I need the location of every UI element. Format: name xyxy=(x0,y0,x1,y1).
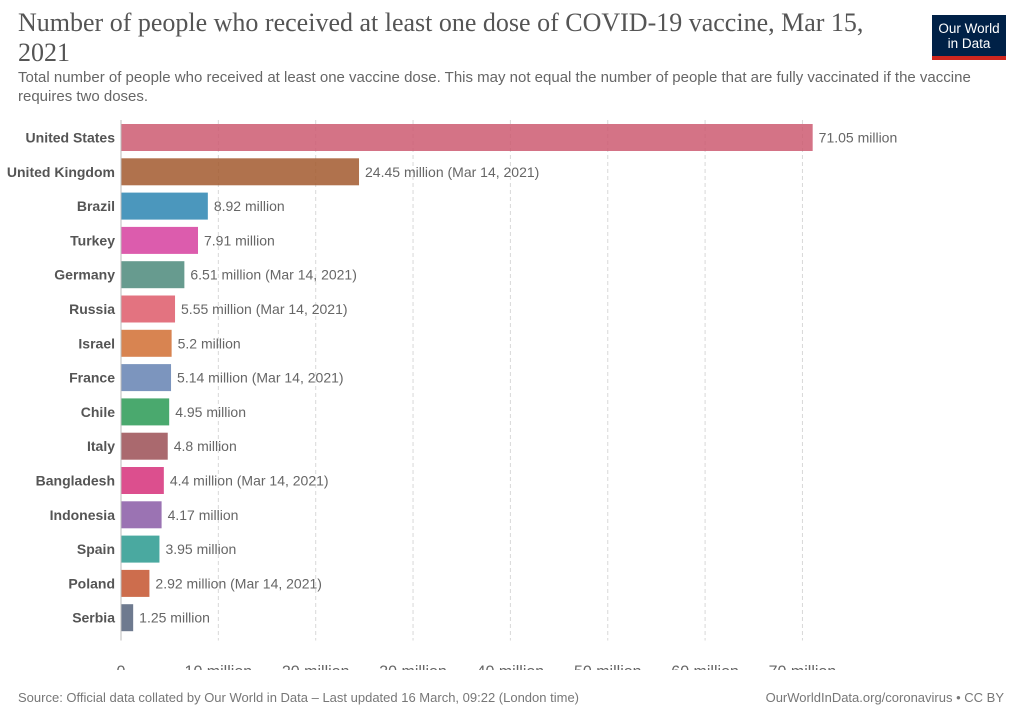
bar[interactable] xyxy=(121,158,360,186)
category-label: Spain xyxy=(77,541,115,557)
bar[interactable] xyxy=(121,226,199,254)
x-tick-label: 40 million xyxy=(477,664,545,671)
x-tick-label: 10 million xyxy=(185,664,253,671)
bar[interactable] xyxy=(121,124,813,151)
bar[interactable] xyxy=(121,329,172,357)
x-tick-label: 30 million xyxy=(379,664,447,671)
bar[interactable] xyxy=(121,467,164,494)
value-label: 4.95 million xyxy=(175,404,246,420)
bar[interactable] xyxy=(121,398,170,426)
x-tick-label: 60 million xyxy=(671,664,739,671)
x-tick-label: 70 million xyxy=(769,664,837,671)
x-tick-label: 0 xyxy=(117,664,126,671)
category-label: Indonesia xyxy=(50,507,116,523)
chart-title: Number of people who received at least o… xyxy=(18,8,864,67)
owid-logo[interactable]: Our World in Data xyxy=(932,15,1006,60)
category-label: Russia xyxy=(69,301,115,317)
category-label: Turkey xyxy=(70,232,115,248)
value-label: 8.92 million xyxy=(214,198,285,214)
source-note: Source: Official data collated by Our Wo… xyxy=(18,690,579,705)
value-label: 7.91 million xyxy=(204,232,275,248)
category-label: Chile xyxy=(81,404,115,420)
value-label: 5.2 million xyxy=(178,335,241,351)
bar[interactable] xyxy=(121,569,150,597)
value-label: 5.14 million (Mar 14, 2021) xyxy=(177,370,344,386)
category-label: Poland xyxy=(68,575,115,591)
category-label: Germany xyxy=(54,267,115,283)
owid-logo-text: Our World in Data xyxy=(938,20,1000,51)
value-label: 4.17 million xyxy=(168,507,239,523)
bar[interactable] xyxy=(121,501,162,529)
category-label: Brazil xyxy=(77,198,115,214)
value-label: 3.95 million xyxy=(165,541,236,557)
category-label: Israel xyxy=(78,335,115,351)
credit-link[interactable]: OurWorldInData.org/coronavirus • CC BY xyxy=(765,690,1004,705)
bar[interactable] xyxy=(121,295,176,323)
bar[interactable] xyxy=(121,604,134,632)
value-label: 6.51 million (Mar 14, 2021) xyxy=(190,267,357,283)
bar[interactable] xyxy=(121,535,160,563)
category-label: United States xyxy=(26,130,116,146)
value-label: 24.45 million (Mar 14, 2021) xyxy=(365,164,539,180)
category-label: Bangladesh xyxy=(36,473,115,489)
category-label: France xyxy=(69,370,115,386)
value-label: 5.55 million (Mar 14, 2021) xyxy=(181,301,348,317)
bar[interactable] xyxy=(121,364,172,392)
chart-subtitle: Total number of people who received at l… xyxy=(18,69,971,105)
category-label: United Kingdom xyxy=(7,164,115,180)
bar-chart: United States 71.05 million United Kingdom… xyxy=(7,120,898,671)
value-label: 71.05 million xyxy=(819,130,898,146)
bar[interactable] xyxy=(121,192,208,220)
bar[interactable] xyxy=(121,432,168,460)
value-label: 4.4 million (Mar 14, 2021) xyxy=(170,473,329,489)
value-label: 4.8 million xyxy=(174,438,237,454)
x-tick-label: 50 million xyxy=(574,664,642,671)
category-label: Serbia xyxy=(72,610,115,626)
category-label: Italy xyxy=(87,438,115,454)
value-label: 1.25 million xyxy=(139,610,210,626)
bar[interactable] xyxy=(121,261,185,289)
x-tick-label: 20 million xyxy=(282,664,350,671)
value-label: 2.92 million (Mar 14, 2021) xyxy=(155,575,322,591)
